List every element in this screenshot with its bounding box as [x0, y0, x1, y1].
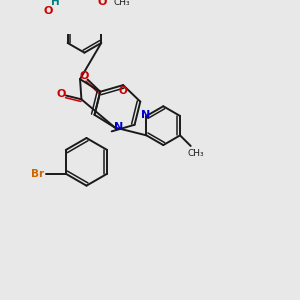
- Text: O: O: [79, 71, 88, 81]
- Text: Br: Br: [31, 169, 44, 179]
- Text: H: H: [51, 0, 60, 8]
- Text: N: N: [114, 122, 123, 132]
- Text: N: N: [141, 110, 150, 120]
- Text: O: O: [98, 0, 107, 8]
- Text: CH₃: CH₃: [188, 148, 204, 158]
- Text: CH₃: CH₃: [114, 0, 130, 7]
- Text: O: O: [119, 86, 128, 96]
- Text: O: O: [56, 89, 66, 99]
- Text: O: O: [44, 6, 53, 16]
